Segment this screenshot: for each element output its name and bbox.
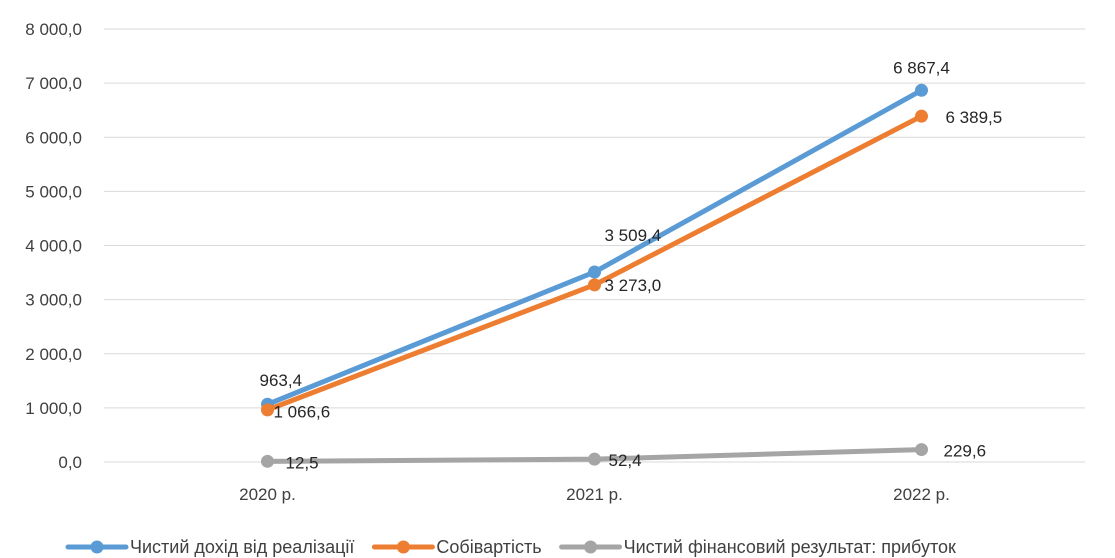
data-label: 3 509,4: [605, 226, 662, 245]
y-tick-label: 0,0: [58, 453, 82, 472]
y-tick-label: 8 000,0: [25, 20, 82, 39]
x-tick-label: 2022 р.: [893, 485, 950, 504]
data-labels: 1 066,6 3 509,4 6 867,4 963,4 3 273,0 6 389,5…: [260, 58, 1003, 472]
legend-marker: [584, 540, 598, 554]
data-point: [915, 83, 928, 97]
x-axis-ticks: 2020 р. 2021 р. 2022 р.: [239, 485, 950, 504]
x-tick-label: 2021 р.: [566, 485, 623, 504]
y-tick-label: 7 000,0: [25, 74, 82, 93]
data-label: 1 066,6: [274, 402, 331, 421]
y-tick-label: 3 000,0: [25, 291, 82, 310]
data-point: [588, 452, 601, 466]
data-point: [588, 265, 601, 279]
legend-label: Чистий фінансовий результат: прибуток: [624, 537, 956, 557]
y-tick-label: 6 000,0: [25, 128, 82, 147]
data-point: [915, 109, 928, 123]
legend-label: Собівартість: [436, 537, 541, 557]
data-label: 229,6: [944, 442, 987, 461]
data-point: [588, 278, 601, 292]
data-point: [261, 454, 274, 468]
legend-label: Чистий дохід від реалізації: [130, 537, 354, 557]
y-tick-label: 2 000,0: [25, 345, 82, 364]
data-point: [915, 443, 928, 457]
series-lines: [261, 83, 928, 468]
data-label: 3 273,0: [605, 276, 662, 295]
y-axis-ticks: 0,0 1 000,0 2 000,0 3 000,0 4 000,0 5 000,0 6 …: [25, 20, 82, 472]
legend-marker: [90, 540, 104, 554]
data-label: 6 867,4: [893, 58, 950, 77]
data-label: 6 389,5: [946, 108, 1003, 127]
data-point: [261, 403, 274, 417]
y-tick-label: 5 000,0: [25, 182, 82, 201]
y-tick-label: 1 000,0: [25, 399, 82, 418]
x-tick-label: 2020 р.: [239, 485, 296, 504]
data-label: 12,5: [286, 453, 319, 472]
gridlines: [104, 28, 1085, 463]
data-label: 52,4: [609, 451, 642, 470]
y-tick-label: 4 000,0: [25, 237, 82, 256]
data-label: 963,4: [260, 371, 303, 390]
legend-marker: [396, 540, 410, 554]
legend: Чистий дохід від реалізації Собівартість Ч…: [65, 537, 956, 557]
